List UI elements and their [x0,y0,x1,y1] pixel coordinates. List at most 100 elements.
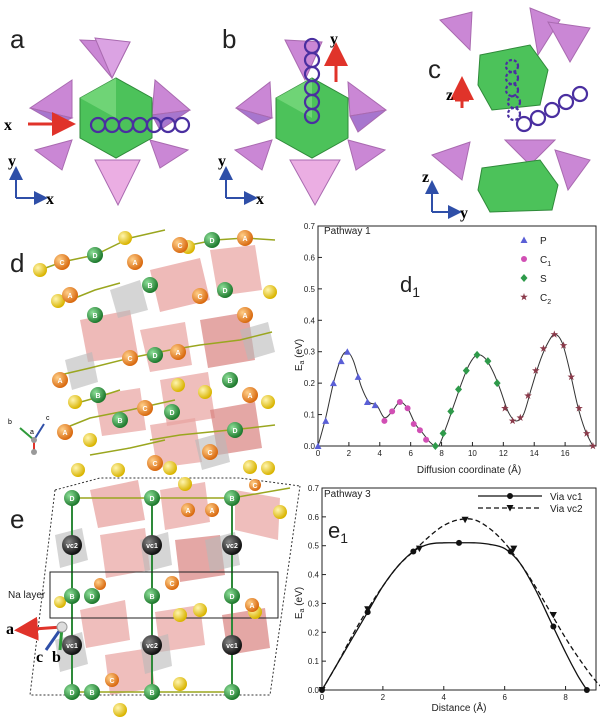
axis-b-e: b [52,649,61,666]
atom-B: B [144,588,160,604]
yellow-atom [33,263,47,277]
atom-label: vc2 [66,543,78,550]
y-tick-label: 0.1 [304,411,316,420]
atom-A: A [245,598,259,612]
atom-label: B [149,690,154,697]
atom-D: D [204,232,220,248]
legend-label: Via vc2 [550,504,583,515]
panel-e: e Na [6,477,301,717]
atom-D: D [64,490,80,506]
atom-C: C [172,237,188,253]
green-octahedron-upper [477,44,549,111]
data-point-star [559,341,568,349]
data-point-star [516,413,525,421]
data-point-triangle [354,373,362,380]
y-tick-label: 0.3 [308,599,320,608]
panel-d1-letter: d1 [400,272,420,300]
yellow-atom [261,395,275,409]
yellow-atom [261,461,275,475]
chart-e1: 0.00.10.20.30.40.50.60.70 2 4 6 8 Pathway 3 … [294,484,600,714]
atom-D: D [147,347,163,363]
atom-C: C [202,444,218,460]
energy-curve [317,333,594,448]
atom-label: D [229,594,234,601]
atoms-d: C D C D A A B A B C D A C D A A B B A C … [33,230,277,477]
legend-label: P [540,236,547,247]
data-point-circle [410,421,417,427]
atom-C: C [137,400,153,416]
chart-d1-plot [314,330,597,450]
x-tick-label: 12 [499,449,508,458]
data-point-circle [583,687,590,693]
data-point-star [582,429,591,437]
green-octahedron [275,77,349,159]
data-point-circle [404,405,411,412]
legend-label: C1 [540,255,551,268]
plot-frame [321,487,597,691]
data-point-triangle-down [549,611,557,619]
axis-c-e: c [36,649,43,666]
atom-B: B [84,684,100,700]
y-tick-label: 0.4 [304,316,316,325]
atom-B: B [90,387,106,403]
atom-label: D [169,410,174,417]
axes-indicator-c [425,180,462,219]
green-octahedron-lower [477,159,559,213]
atom-label: D [209,238,214,245]
axis-y-c: y [460,205,468,222]
data-point-star [589,442,597,450]
y-tick-label: 0.5 [308,542,320,551]
y-tick-label: 0.7 [304,222,316,231]
atom-label: A [249,603,254,610]
axis-x-a: x [46,191,54,208]
yellow-atom [273,505,287,519]
chart-d1-legend: P C1 S C2 [520,236,551,306]
atom-label: C [152,461,157,468]
data-point-circle [456,539,462,546]
atom-C: C [147,455,163,471]
atom-label: B [92,313,97,320]
yellow-atom [83,433,97,447]
y-tick-label: 0.1 [308,657,320,666]
data-point-triangle-down [318,687,326,694]
axis-z-c: z [422,169,429,186]
y-axis-label: Ea (eV) [294,587,306,619]
yellow-atom [54,596,66,608]
atom-label: C [142,406,147,413]
atom-D: D [144,490,160,506]
panel-a-letter: a [10,24,25,54]
x-tick-label: 2 [347,449,352,458]
panel-c: c z z y [422,7,591,222]
legend-label: S [540,274,547,285]
atom-label: D [69,496,74,503]
atom-D: D [227,422,243,438]
data-point-triangle [322,417,330,424]
chart-d1: 0.0 0.1 0.2 0.3 0.4 0.5 0.6 0.7 0 2 4 6 8 10 12 14 16 Pa… [294,222,597,476]
panel-e1-letter: e1 [328,518,348,546]
atom-label: B [149,594,154,601]
atom-label: vc1 [66,643,78,650]
atom-A: A [57,424,73,440]
atom-C: C [54,254,70,270]
y-tick-label: 0.2 [304,379,316,388]
series-line [321,542,588,691]
axis-arrow-label-b: y [330,31,338,48]
atom-label: A [247,393,252,400]
panel-d: d [8,229,277,477]
data-point-circle [550,623,557,630]
atom-C: C [105,673,119,687]
atom-C: C [249,479,261,491]
y-tick-label: 0.5 [304,285,316,294]
data-point-triangle-down [415,545,423,553]
yellow-atom [118,231,132,245]
data-point-diamond [462,366,470,375]
atom-label: D [149,496,154,503]
atom-label: vc1 [146,543,158,550]
atom-label: C [252,483,257,490]
yellow-atom [173,608,187,622]
x-axis-label: Diffusion coordinate (Å) [417,463,521,476]
bonds-e2 [72,487,291,693]
atom-vc2: vc2 [222,535,242,555]
diffusion-path-a [89,116,191,134]
